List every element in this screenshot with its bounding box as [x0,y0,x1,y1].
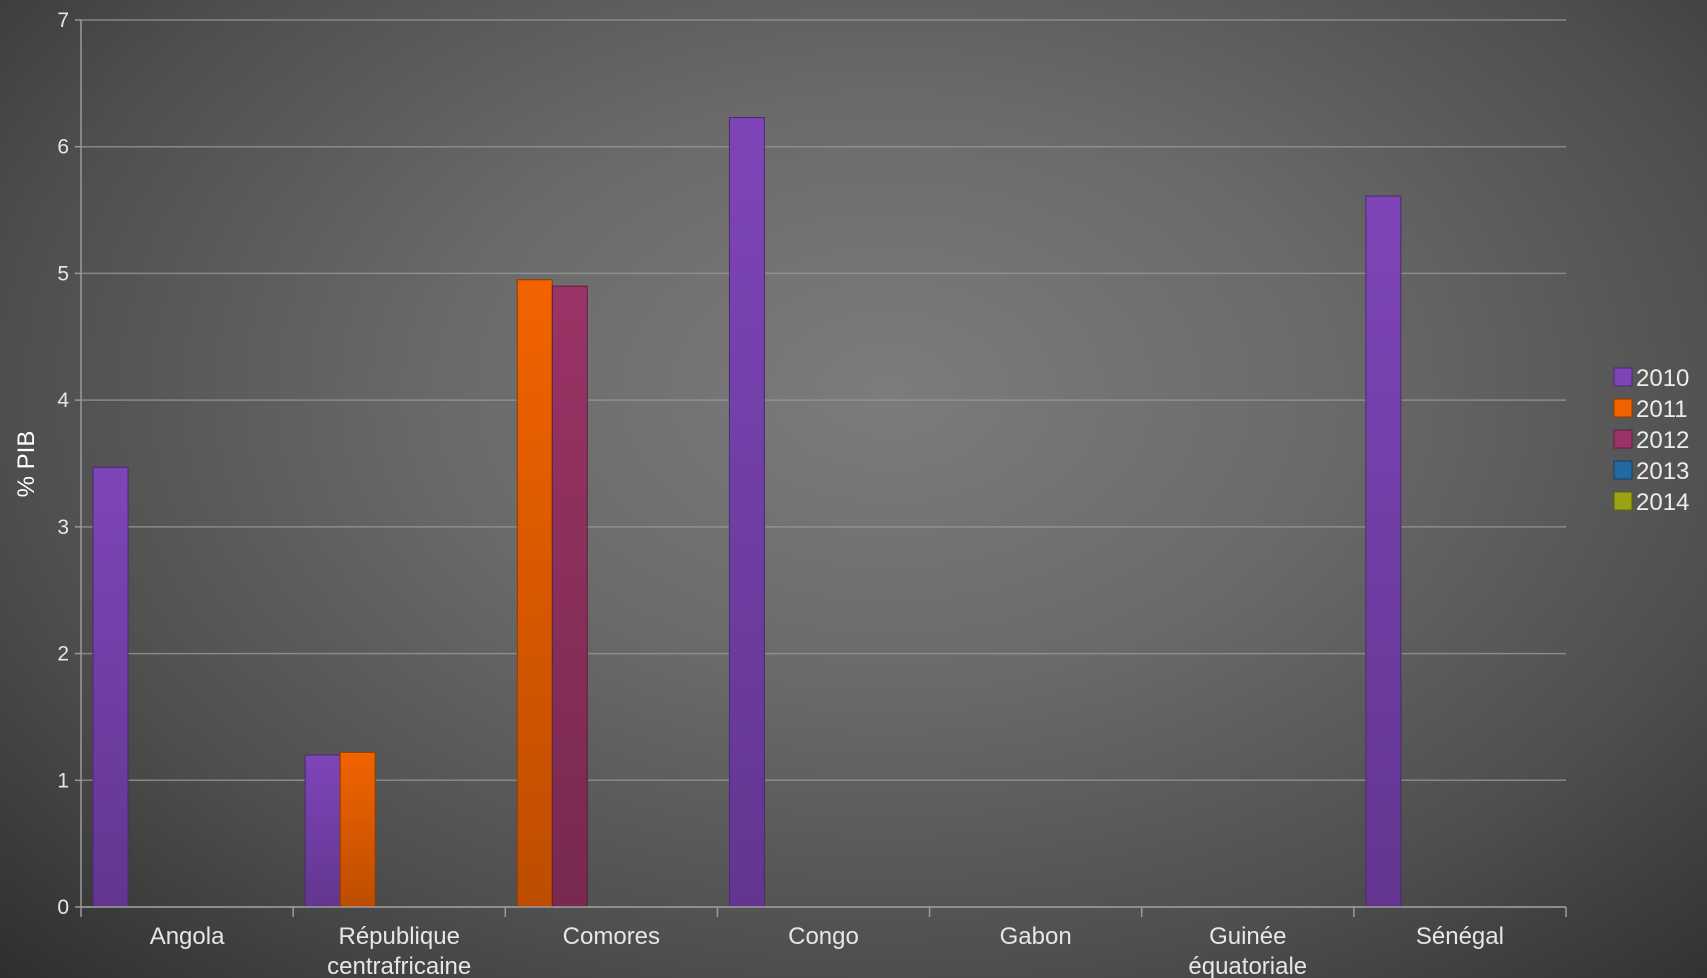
legend-label: 2014 [1636,489,1689,516]
x-tick-label: Guinée équatoriale [1188,923,1307,978]
y-tick-label: 3 [57,516,69,539]
y-tick-label: 6 [57,136,69,159]
legend-swatch [1613,398,1633,418]
y-tick-label: 5 [57,262,69,285]
gridlines [81,19,1566,908]
bar-2010 [92,466,129,908]
legend-label: 2011 [1636,396,1688,423]
legend-swatch [1613,367,1633,387]
y-axis-title: % PIB [13,431,40,498]
y-tick-label: 2 [57,643,69,666]
axes [75,19,1567,917]
y-tick-label: 4 [57,389,69,412]
legend: 2010 2011 2012 2013 2014 [1613,365,1689,516]
x-tick-label: Sénégal [1416,923,1504,950]
bar-2011 [516,279,553,908]
bars [92,117,1402,908]
x-tick-label: Comores [563,923,660,950]
bar-2010 [728,117,765,908]
y-axis-ticks: 0 1 2 3 4 5 6 7 [57,9,69,919]
x-tick-label: Angola [150,923,225,950]
bar-2010 [1365,195,1402,908]
x-axis-ticks: Angola République centrafricaine Comores Con… [150,923,1504,978]
bar-2012 [551,285,588,908]
legend-swatch [1613,460,1633,480]
y-tick-label: 7 [57,9,69,32]
legend-label: 2012 [1636,427,1689,454]
x-tick-label: République centrafricaine [327,923,471,978]
y-tick-label: 0 [57,896,69,919]
x-tick-label: Congo [788,923,859,950]
bar-2010 [304,754,341,908]
bar-2011 [339,751,376,908]
legend-label: 2013 [1636,458,1689,485]
legend-swatch [1613,491,1633,511]
x-tick-label: Gabon [1000,923,1072,950]
y-tick-label: 1 [57,769,69,792]
legend-swatch [1613,429,1633,449]
legend-label: 2010 [1636,365,1689,392]
